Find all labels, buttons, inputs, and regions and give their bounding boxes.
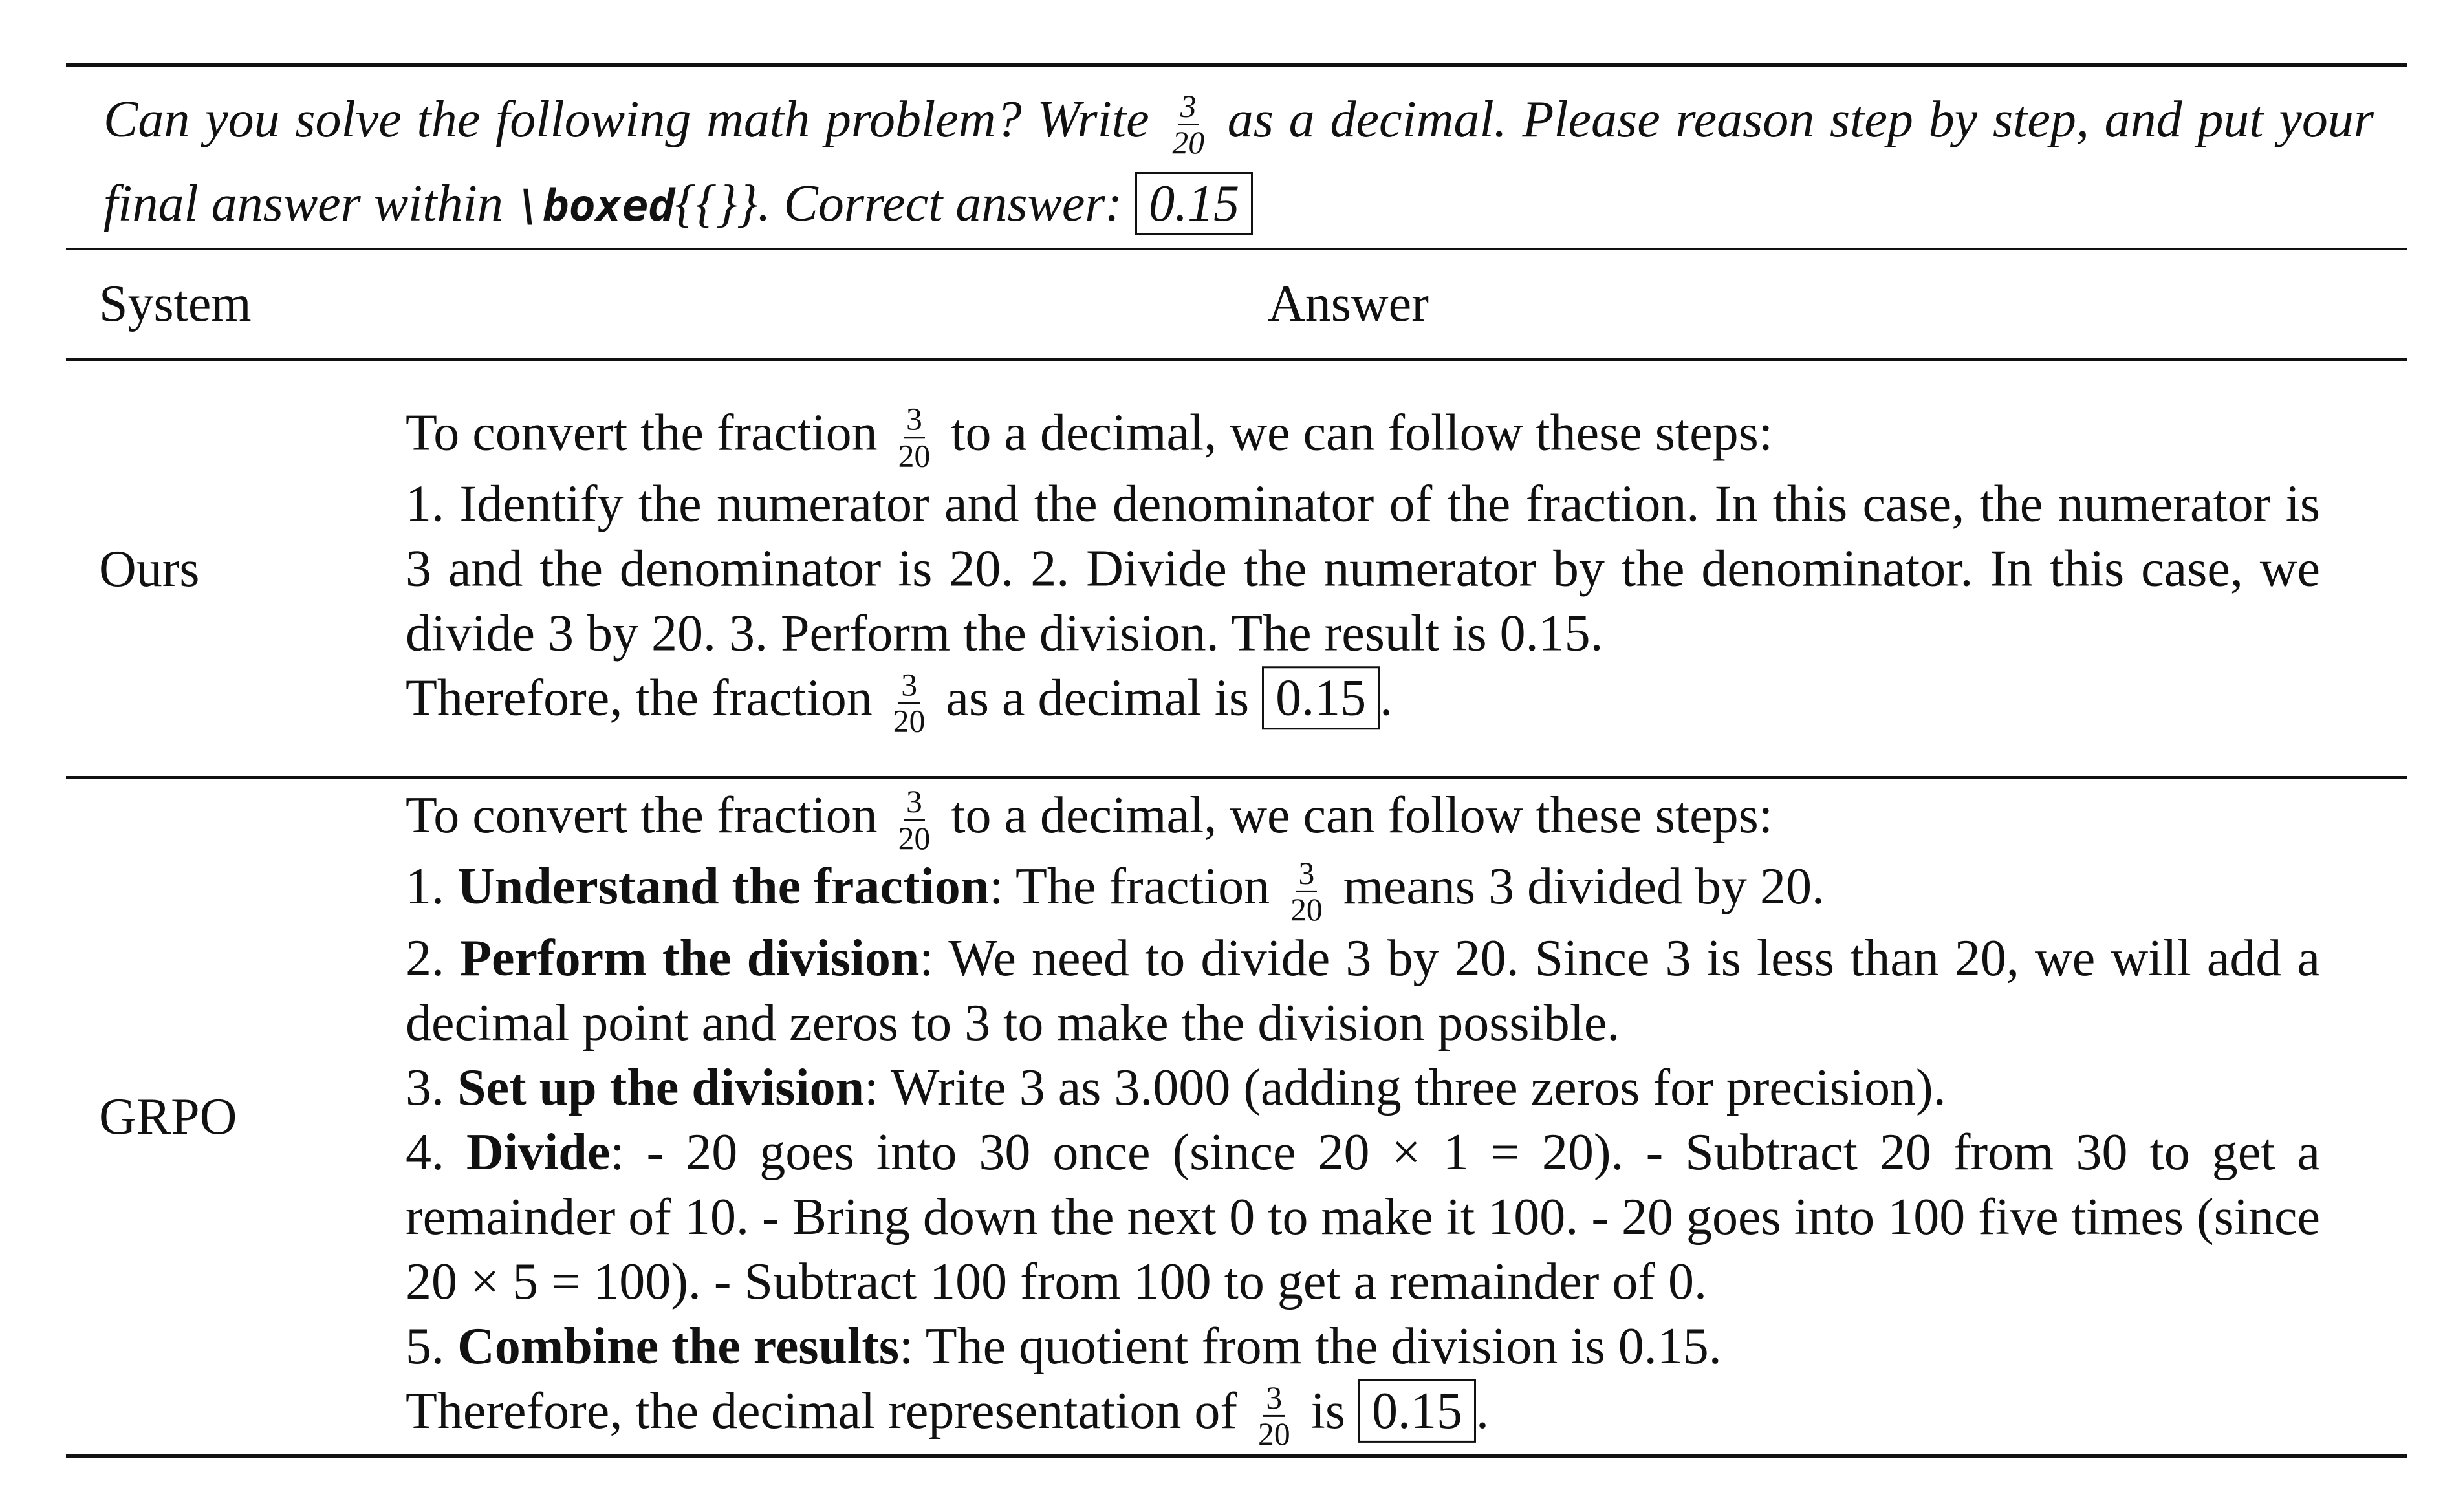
numerator: 3 (904, 403, 925, 438)
top-rule (66, 63, 2407, 67)
text: . (1475, 1382, 1489, 1440)
fraction: 3 20 (1288, 858, 1325, 926)
text: To convert the fraction (406, 786, 891, 844)
bold-text: Understand the fraction (457, 858, 990, 916)
bottom-rule (66, 1454, 2407, 1458)
header-answer: Answer (1268, 275, 1429, 332)
text: 5. (406, 1317, 457, 1375)
rule (66, 248, 2407, 250)
text: 2. (406, 929, 461, 987)
code: \boxed (516, 180, 675, 232)
denominator: 20 (1172, 125, 1204, 161)
numerator: 3 (904, 786, 925, 821)
text: To convert the fraction (406, 404, 891, 461)
text: : We need to divide 3 by 20. Since 3 is … (406, 929, 2321, 1052)
prompt: Can you solve the following math problem… (103, 78, 2374, 248)
fraction: 3 20 (1255, 1381, 1293, 1450)
system-label: Ours (99, 540, 200, 598)
fraction: 3 20 (1169, 90, 1207, 161)
answer-paragraph: 5. Combine the results: The quotient fro… (406, 1314, 2320, 1379)
bold-text: Combine the results (457, 1317, 899, 1375)
text: Therefore, the fraction (406, 669, 885, 727)
bold-text: Perform the division (460, 929, 920, 987)
fraction: 3 20 (896, 786, 933, 854)
boxed-answer: 0.15 (1135, 172, 1254, 235)
denominator: 20 (898, 820, 931, 856)
answer-paragraph: To convert the fraction 3 20 to a decimal… (406, 400, 2320, 472)
answer: To convert the fraction 3 20 to a decimal… (406, 783, 2320, 1450)
answer-paragraph: 3. Set up the division: Write 3 as 3.000… (406, 1055, 2320, 1120)
text: as a decimal is (933, 669, 1263, 727)
boxed-answer: 0.15 (1358, 1379, 1476, 1443)
text: Therefore, the decimal representation of (406, 1382, 1251, 1440)
text: is (1298, 1382, 1358, 1440)
answer-paragraph: 4. Divide: - 20 goes into 30 once (since… (406, 1120, 2320, 1314)
answer-paragraph: 2. Perform the division: We need to divi… (406, 926, 2320, 1055)
answer-paragraph: Therefore, the fraction 3 20 as a decimal… (406, 666, 2320, 738)
answer-paragraph: 1. Identify the numerator and the denomi… (406, 472, 2320, 666)
text: 3. (406, 1059, 457, 1116)
answer: To convert the fraction 3 20 to a decimal… (406, 400, 2320, 737)
row: Ours To convert the fraction 3 20 to a dec… (0, 361, 2454, 777)
numerator: 3 (898, 669, 920, 704)
text: : - 20 goes into 30 once (since 20 × 1 =… (406, 1123, 2321, 1310)
fraction: 3 20 (896, 403, 933, 471)
numerator: 3 (1263, 1381, 1285, 1418)
text: : The quotient from the division is 0.15… (898, 1317, 1722, 1375)
text: 1. Identify the numerator and the denomi… (406, 475, 2320, 662)
answer-paragraph: 1. Understand the fraction: The fraction… (406, 854, 2320, 926)
text: : The fraction (989, 858, 1283, 916)
text: as a decimal. Please reason step by step… (103, 91, 2374, 232)
text: : Write 3 as 3.000 (adding three zeros f… (864, 1059, 1946, 1116)
header-system: System (99, 275, 252, 332)
text: 4. (406, 1123, 467, 1181)
answer-paragraph: To convert the fraction 3 20 to a decimal… (406, 783, 2320, 854)
text: means 3 divided by 20. (1330, 858, 1825, 916)
rule (66, 776, 2407, 779)
fraction: 3 20 (891, 669, 928, 737)
denominator: 20 (898, 437, 931, 473)
boxed-answer: 0.15 (1262, 666, 1380, 730)
text: to a decimal, we can follow these steps: (938, 786, 1773, 844)
system-label: GRPO (99, 1088, 237, 1145)
text: 1. (406, 858, 457, 916)
denominator: 20 (1290, 892, 1323, 928)
answer-paragraph: Therefore, the decimal representation of… (406, 1379, 2320, 1451)
denominator: 20 (893, 703, 926, 739)
text: to a decimal, we can follow these steps: (938, 404, 1773, 461)
row: GRPO To convert the fraction 3 20 to a dec… (0, 779, 2454, 1454)
denominator: 20 (1258, 1416, 1290, 1453)
text: . (1380, 669, 1393, 727)
numerator: 3 (1177, 90, 1199, 126)
numerator: 3 (1296, 858, 1318, 893)
text: {{}}. Correct answer: (675, 175, 1136, 232)
text: Can you solve the following math problem… (103, 91, 1165, 148)
bold-text: Set up the division (457, 1059, 865, 1116)
rule (66, 358, 2407, 361)
bold-text: Divide (466, 1123, 611, 1181)
